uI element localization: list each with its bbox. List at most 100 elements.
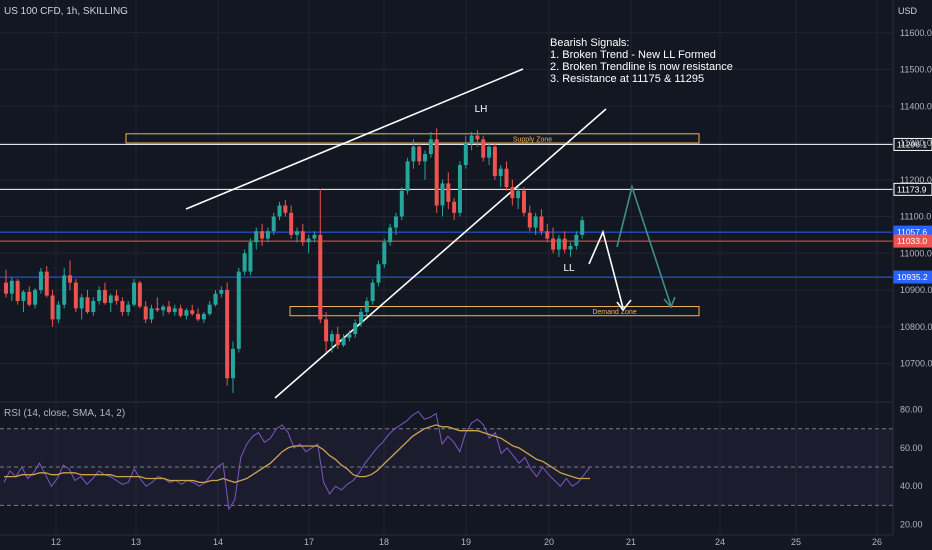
candle-body <box>324 319 329 342</box>
symbol-title: US 100 CFD, 1h, SKILLING <box>4 6 128 17</box>
candle-body <box>399 190 404 217</box>
candle-body <box>283 205 288 213</box>
candle-body <box>114 295 119 302</box>
candle-body <box>132 282 137 305</box>
candle-body <box>91 301 96 313</box>
candle-body <box>184 310 189 316</box>
candle-body <box>568 245 573 250</box>
candle-body <box>254 231 259 243</box>
candle-body <box>393 216 398 228</box>
candle-body <box>405 161 410 191</box>
candle-body <box>62 275 67 305</box>
y-tick-label: 10700.0 <box>900 359 932 369</box>
candle-body <box>137 282 142 307</box>
candle-body <box>341 337 346 346</box>
candle-body <box>44 271 49 296</box>
candle-body <box>347 334 352 338</box>
rsi-tick-label: 60.00 <box>900 443 923 453</box>
candle-body <box>504 168 509 188</box>
candle-body <box>97 290 102 302</box>
signals-title: Bearish Signals: <box>550 37 630 49</box>
candle-body <box>364 301 369 313</box>
candle-body <box>50 295 55 320</box>
y-tick-label: 11100.0 <box>900 212 931 222</box>
candle-body <box>580 220 585 235</box>
y-tick-label: 10900.0 <box>900 285 932 295</box>
candle-body <box>370 282 375 302</box>
candle-body <box>388 227 393 243</box>
x-tick-label: 25 <box>791 537 801 547</box>
candle-body <box>248 242 253 272</box>
candle-body <box>353 323 358 335</box>
x-tick-label: 26 <box>872 537 882 547</box>
level-price-tag <box>893 234 932 248</box>
candle-body <box>15 280 20 302</box>
candle-body <box>469 135 474 143</box>
bearish-arrow-path <box>588 229 624 309</box>
candle-body <box>562 238 567 250</box>
level-price-label: 10935.2 <box>897 272 928 282</box>
candle-body <box>120 301 125 313</box>
candle-body <box>463 143 468 166</box>
level-price-label: 11173.9 <box>897 184 927 194</box>
rising-trendline <box>274 108 607 399</box>
candle-body <box>126 304 131 313</box>
y-tick-label: 11300.0 <box>900 138 932 148</box>
x-tick-label: 12 <box>51 537 61 547</box>
candle-body <box>166 306 171 313</box>
candle-body <box>510 187 515 199</box>
zones: Supply Zone Demand Zone <box>125 133 700 317</box>
signal-2: 2. Broken Trendline is now resistance <box>550 61 733 73</box>
rsi-tick-label: 40.00 <box>900 481 923 491</box>
candle-body <box>242 253 247 272</box>
candle-body <box>219 290 224 294</box>
candle-body <box>440 183 445 206</box>
alt-arrow-path <box>616 184 672 307</box>
candle-body <box>417 146 422 162</box>
candle-body <box>149 308 154 320</box>
level-price-label: 11057.6 <box>897 227 927 237</box>
rsi-tick-label: 80.00 <box>900 405 923 415</box>
candle-body <box>539 216 544 232</box>
candle-body <box>382 242 387 265</box>
x-tick-label: 24 <box>715 537 725 547</box>
chart-labels: LH LL <box>475 104 575 274</box>
demand-zone <box>289 306 700 317</box>
candle-body <box>411 146 416 162</box>
candle-body <box>423 154 428 162</box>
candle-body <box>161 306 166 311</box>
x-tick-label: 14 <box>213 537 223 547</box>
candle-body <box>27 291 32 305</box>
candle-body <box>143 306 148 320</box>
candle-body <box>196 313 201 320</box>
candle-body <box>102 290 107 303</box>
candle-body <box>207 304 212 314</box>
candle-body <box>335 334 340 346</box>
x-tick-label: 20 <box>544 537 554 547</box>
candle-body <box>155 308 160 311</box>
alt-arrow-head <box>663 296 676 309</box>
y-tick-label: 11400.0 <box>900 101 932 111</box>
candle-body <box>289 212 294 235</box>
x-tick-label: 18 <box>379 537 389 547</box>
candle-body <box>452 201 457 213</box>
y-tick-label: 10800.0 <box>900 322 932 332</box>
candle-body <box>68 275 73 283</box>
supply-zone <box>125 133 700 144</box>
level-price-label: 11033.0 <box>897 236 927 246</box>
rsi-pane <box>0 428 893 506</box>
lh-label: LH <box>475 104 488 115</box>
demand-zone-label: Demand Zone <box>592 309 636 316</box>
candle-body <box>201 313 206 320</box>
rsi-tick-label: 20.00 <box>900 520 923 530</box>
candle-body <box>4 282 8 294</box>
candle-body <box>492 146 497 177</box>
y-tick-label: 11500.0 <box>900 65 932 75</box>
candle-body <box>277 205 282 217</box>
ll-label: LL <box>563 263 575 274</box>
candle-body <box>545 231 550 239</box>
candle-body <box>9 280 14 294</box>
candle-body <box>213 293 218 305</box>
